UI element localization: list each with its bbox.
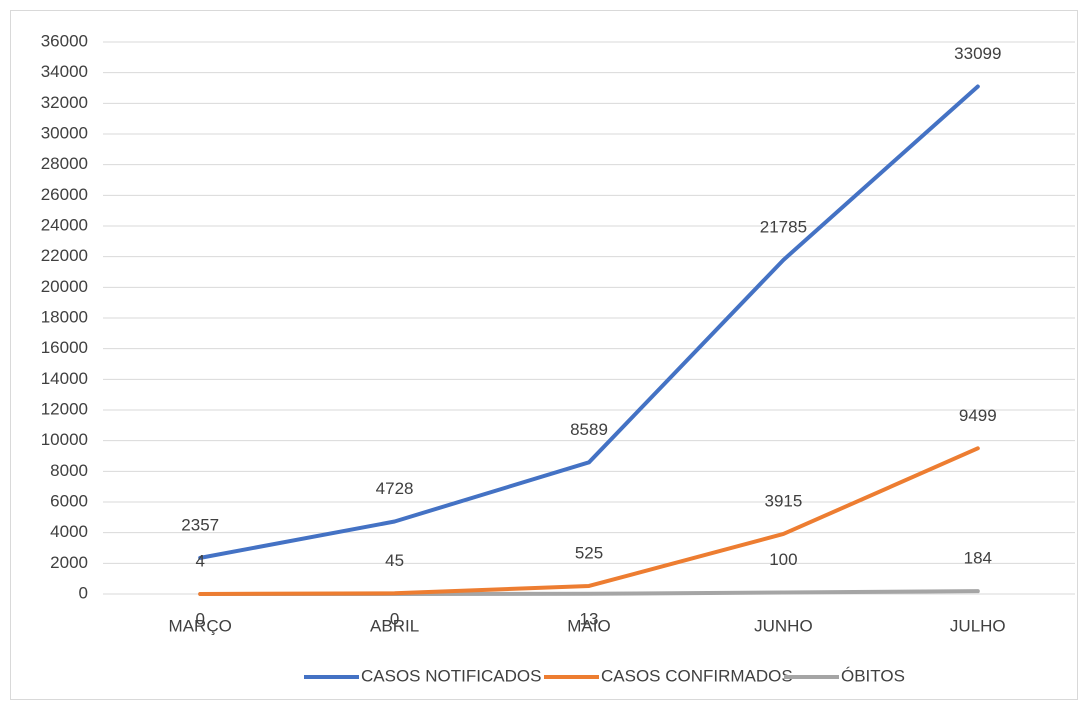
chart-border xyxy=(10,10,1078,700)
data-label: 3915 xyxy=(764,491,802,510)
data-label: 8589 xyxy=(570,420,608,439)
data-label: 21785 xyxy=(760,217,807,236)
data-label: 100 xyxy=(769,550,797,569)
legend-label: CASOS NOTIFICADOS xyxy=(361,666,541,685)
y-tick-label: 16000 xyxy=(41,338,88,357)
data-label: 33099 xyxy=(954,44,1001,63)
x-tick-label: JUNHO xyxy=(754,616,813,635)
data-label: 0 xyxy=(195,609,204,628)
series-line xyxy=(198,446,980,596)
data-label: 525 xyxy=(575,543,603,562)
data-label: 4 xyxy=(195,551,204,570)
y-tick-label: 8000 xyxy=(50,461,88,480)
y-tick-label: 0 xyxy=(79,583,88,602)
data-label: 2357 xyxy=(181,515,219,534)
y-tick-label: 20000 xyxy=(41,277,88,296)
x-tick-label: ABRIL xyxy=(370,616,419,635)
x-tick-label: JULHO xyxy=(950,616,1006,635)
y-tick-label: 36000 xyxy=(41,31,88,50)
y-tick-label: 6000 xyxy=(50,491,88,510)
y-tick-label: 18000 xyxy=(41,307,88,326)
data-label: 13 xyxy=(580,609,599,628)
y-tick-label: 34000 xyxy=(41,62,88,81)
y-tick-label: 30000 xyxy=(41,123,88,142)
data-label: 4728 xyxy=(376,479,414,498)
y-tick-label: 2000 xyxy=(50,553,88,572)
x-tick-label: MARÇO xyxy=(169,616,232,635)
y-tick-label: 28000 xyxy=(41,154,88,173)
y-tick-label: 12000 xyxy=(41,399,88,418)
y-tick-label: 22000 xyxy=(41,246,88,265)
data-label: 45 xyxy=(385,551,404,570)
y-tick-label: 32000 xyxy=(41,93,88,112)
y-tick-label: 26000 xyxy=(41,185,88,204)
y-tick-label: 14000 xyxy=(41,369,88,388)
x-tick-label: MAIO xyxy=(567,616,610,635)
legend-label: CASOS CONFIRMADOS xyxy=(601,666,793,685)
legend-label: ÓBITOS xyxy=(841,666,905,685)
series-line xyxy=(198,84,980,560)
data-label: 184 xyxy=(964,549,992,568)
data-label: 9499 xyxy=(959,406,997,425)
data-label: 0 xyxy=(390,609,399,628)
y-tick-label: 24000 xyxy=(41,215,88,234)
y-tick-label: 10000 xyxy=(41,430,88,449)
y-tick-label: 4000 xyxy=(50,522,88,541)
